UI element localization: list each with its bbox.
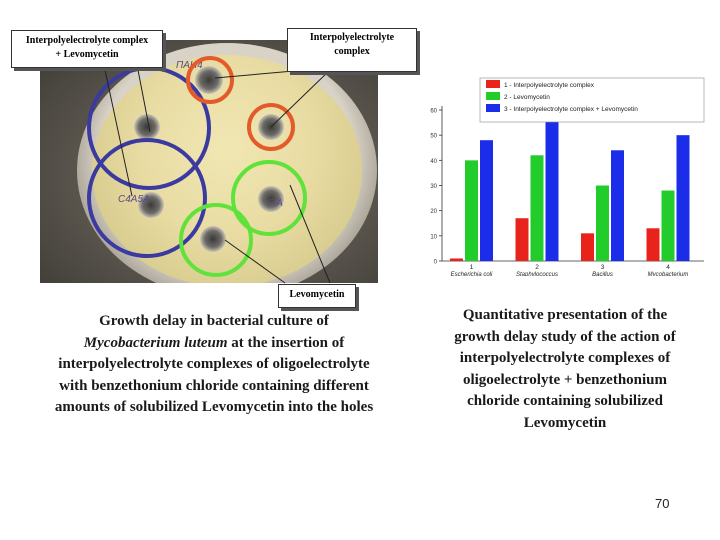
category-label: Escherichia coli [451, 272, 493, 276]
bar-1-3 [581, 233, 594, 261]
x-tick-label: 1 [470, 264, 474, 271]
bar-1-4 [646, 228, 660, 261]
left-caption-line-1: Growth delay in bacterial culture of [99, 313, 329, 329]
callout-levomycetin: Levomycetin [278, 284, 356, 308]
y-tick-label: 20 [430, 209, 437, 215]
y-tick-label: 30 [430, 184, 437, 190]
green-circle-bottom [179, 203, 253, 277]
y-tick-label: 0 [434, 260, 438, 266]
legend-label-3: 3 - Interpolyelectrolyte complex + Levom… [504, 106, 638, 113]
bar-2-1 [465, 160, 478, 261]
left-caption-line-2: Mycobacterium luteum at the insertion of [14, 333, 414, 355]
bar-1-2 [515, 218, 529, 261]
bar-3-3 [611, 150, 624, 261]
blue-circle-upper [87, 66, 211, 190]
bar-3-4 [676, 135, 690, 261]
right-caption-line-5: chloride containing solubilized [467, 393, 663, 409]
hole-combo-2 [138, 192, 164, 218]
callout-complex: Interpolyelectrolyte complex [287, 28, 417, 72]
right-caption-line-3: interpolyelectrolyte complexes of [459, 350, 671, 366]
bar-2-3 [596, 185, 609, 261]
slide-number: 70 [655, 496, 670, 511]
legend-swatch-3 [486, 104, 500, 112]
blue-circle-lower [87, 138, 207, 258]
red-circle-lower [247, 103, 295, 151]
dish-label-1: ПАН4 [176, 60, 203, 71]
green-circle-right [231, 160, 307, 236]
right-caption-line-2: growth delay study of the action of [454, 328, 676, 345]
x-tick-label: 4 [666, 264, 670, 271]
callout-complex-levomycetin: Interpolyelectrolyte complex + Levomycet… [11, 30, 163, 68]
left-caption-line-2-rest: at the insertion of [227, 334, 345, 351]
hole-levomycetin-1 [258, 186, 284, 212]
pointer-line-combo-1 [137, 69, 151, 133]
legend-label-1: 1 - Interpolyelectrolyte complex [504, 82, 595, 89]
left-caption-line-3: interpolyelectrolyte complexes of oligoe… [58, 356, 370, 372]
category-label: Bacillus [592, 272, 613, 276]
category-label: Staphylococcus [516, 272, 558, 276]
right-caption: Quantitative presentation of the growth … [425, 305, 705, 434]
dish-label-3: C4A5A [118, 194, 150, 205]
legend-label-2: 2 - Levomycetin [504, 94, 550, 101]
pointer-line-complex-2 [270, 69, 331, 128]
y-tick-label: 40 [430, 159, 437, 165]
left-caption: Growth delay in bacterial culture of Myc… [14, 311, 414, 419]
x-tick-label: 2 [535, 264, 539, 271]
pointer-line-levo-1 [224, 239, 286, 284]
dish-label-2: ГIА [268, 198, 283, 209]
legend-box [479, 77, 705, 123]
bar-2-4 [661, 190, 675, 261]
bar-3-1 [480, 140, 493, 261]
bar-1-1 [450, 258, 463, 261]
legend-swatch-1 [486, 80, 500, 88]
category-label: Mycobacterium [648, 272, 689, 276]
hole-complex-1 [195, 66, 223, 94]
right-caption-line-6: Levomycetin [523, 414, 607, 431]
left-caption-line-5: amounts of solubilized Levomycetin into … [54, 399, 374, 415]
y-tick-label: 50 [430, 134, 437, 140]
y-tick-label: 60 [430, 109, 437, 115]
pointer-line-combo-2 [104, 69, 133, 197]
right-caption-line-1: Quantitative presentation of the [462, 307, 668, 323]
bar-2-2 [530, 155, 544, 261]
x-tick-label: 3 [601, 264, 605, 271]
right-caption-line-4: oligoelectrolyte + benzethonium [462, 371, 668, 388]
pointer-line-levo-2 [289, 184, 331, 284]
hole-levomycetin-2 [200, 226, 226, 252]
left-caption-species: Mycobacterium luteum [83, 334, 228, 351]
bar-3-2 [545, 120, 559, 261]
left-caption-line-4: with benzethonium chloride containing di… [59, 377, 369, 394]
legend-swatch-2 [486, 92, 500, 100]
y-tick-label: 10 [430, 234, 437, 240]
red-circle-upper [186, 56, 234, 104]
